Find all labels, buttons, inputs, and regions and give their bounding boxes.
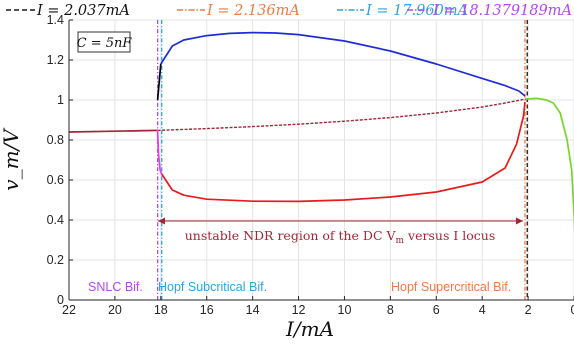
ndr-region-tail: versus I locus [404,228,495,243]
series-lc-min-unstable [156,129,163,175]
series-dc-stable-right [525,97,574,232]
x-tick-label: 6 [433,303,440,317]
y-tick-label: 0.6 [47,173,64,187]
x-tick-label: 12 [292,303,306,317]
y-tick-label: 0.4 [47,213,64,227]
x-tick-label: 10 [338,303,352,317]
y-tick-label: 0.8 [47,133,64,147]
x-tick-label: 4 [479,303,486,317]
x-axis-label: I/mA [285,317,334,341]
y-tick-label: 1.4 [47,13,64,27]
series-lc-max-stable [160,31,526,97]
series-layer [68,31,574,232]
legend-entry-2: I = 2.136mA [177,3,300,19]
series-lc-min-stable [160,101,526,203]
plot-area [69,20,574,300]
snlc-label: SNLC Bif. [88,280,143,294]
y-tick-label: 0 [57,293,64,307]
y-tick-label: 1 [57,93,64,107]
y-tick-label: 1.2 [47,53,64,67]
ndr-region-text: unstable NDR region of the DC V [185,228,397,243]
y-ticks: 0 0.2 0.4 0.6 0.8 1 1.2 1.4 [47,13,73,307]
capacitance-box: C = 5nF [77,31,133,53]
x-tick-label: 2 [525,303,532,317]
x-tick-label: 22 [62,303,76,317]
legend-label-1: I = 2.037mA [36,3,130,19]
x-tick-label: 20 [108,303,122,317]
ndr-region-arrow [158,217,523,225]
x-tick-label: 18 [154,303,168,317]
series-dc-stable-left [68,129,158,133]
x-tick-label: 16 [200,303,214,317]
bifurcation-lines [157,20,528,300]
y-tick-label: 0.2 [47,253,64,267]
legend-label-3: I = 17.960mA [365,3,468,19]
legend-entry-1: I = 2.037mA [6,3,130,19]
x-tick-label: 8 [387,303,394,317]
ndr-region-label: unstable NDR region of the DC Vm versus … [185,228,496,246]
legend-label-4: I = 18.1379189mA [432,3,572,19]
series-dc-unstable [157,98,526,132]
series-lc-max-unstable [156,63,162,101]
legend-entry-3: I = 17.960mA [337,3,468,19]
ndr-region-subscript: m [396,236,405,246]
legend: I = 2.037mA I = 2.136mA I = 17.960mA I =… [6,3,572,19]
legend-entry-4: I = 18.1379189mA [407,3,572,19]
hopf-subcritical-label: Hopf Subcritical Bif. [158,280,267,294]
y-axis-label: v_m/V [0,127,23,191]
grid [68,19,574,301]
hopf-supercritical-label: Hopf Supercritical Bif. [391,280,511,294]
x-tick-label: 14 [246,303,260,317]
x-tick-label: 0 [571,303,574,317]
capacitance-label: C = 5nF [77,36,133,51]
legend-label-2: I = 2.136mA [206,3,300,19]
